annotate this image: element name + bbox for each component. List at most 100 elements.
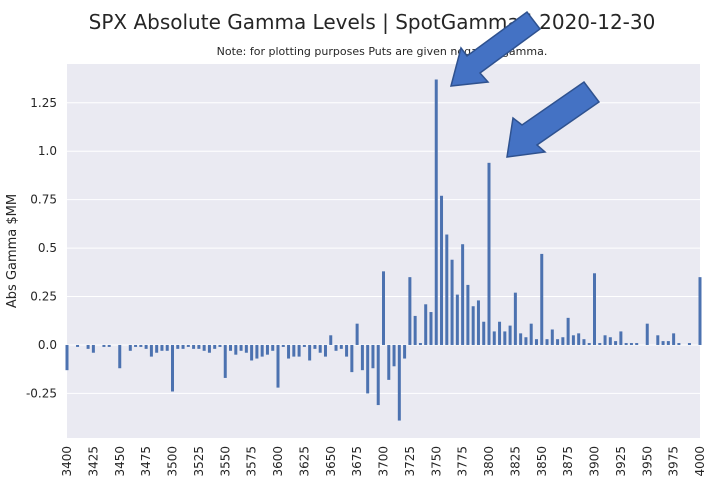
bar-4000	[698, 277, 702, 345]
bar-3700	[382, 271, 385, 345]
y-tick-label: 0.5	[38, 241, 57, 255]
x-tick-label: 3575	[245, 446, 259, 477]
bar-3880	[571, 335, 575, 345]
y-axis-ticks: -0.25 0.0 0.25 0.5 0.75 1.0 1.25	[26, 96, 57, 401]
bar-3640	[318, 344, 322, 353]
bar-3845	[534, 339, 538, 345]
bar-3440	[107, 344, 111, 347]
bar-3815	[503, 331, 507, 345]
arrow-icon	[449, 10, 542, 87]
x-tick-label: 3400	[60, 446, 74, 477]
bar-3490	[160, 344, 164, 351]
y-tick-label: 0.75	[30, 193, 57, 207]
bar-3755	[440, 195, 444, 345]
y-tick-label: 0.25	[30, 290, 57, 304]
x-tick-label: 3725	[403, 446, 417, 477]
bar-3685	[366, 344, 370, 394]
bar-3590	[265, 344, 269, 355]
bar-3760	[445, 234, 449, 345]
bar-3785	[471, 306, 475, 345]
bar-3505	[176, 344, 180, 349]
x-tick-label: 3900	[588, 446, 602, 477]
x-tick-label: 3950	[640, 446, 654, 477]
x-tick-label: 3925	[614, 446, 628, 477]
bar-3580	[255, 344, 259, 359]
bar-3655	[334, 344, 338, 351]
bar-3810	[498, 321, 502, 345]
x-tick-label: 3525	[192, 446, 206, 477]
bar-3710	[392, 344, 396, 367]
bar-3870	[561, 337, 565, 345]
bar-3730	[413, 315, 417, 345]
bar-3695	[376, 344, 380, 406]
bar-3560	[234, 344, 238, 355]
bar-3800	[487, 162, 491, 345]
bar-3690	[371, 344, 375, 369]
bar-3935	[629, 343, 633, 345]
bar-3675	[355, 323, 359, 345]
x-tick-label: 3650	[324, 446, 338, 477]
bar-3780	[466, 284, 470, 345]
bar-3910	[603, 335, 607, 345]
bar-3890	[582, 339, 586, 345]
bar-3795	[482, 321, 486, 345]
bar-3840	[529, 323, 533, 345]
bar-3650	[329, 335, 333, 345]
bar-3790	[476, 300, 480, 345]
bar-3420	[86, 344, 90, 349]
bar-3565	[239, 344, 243, 351]
bar-3470	[139, 344, 143, 347]
bar-3775	[461, 244, 465, 345]
x-tick-label: 3500	[166, 446, 180, 477]
bar-3770	[455, 294, 459, 345]
bar-3940	[635, 343, 639, 345]
x-tick-label: 3700	[377, 446, 391, 477]
bar-3460	[128, 344, 132, 351]
bar-3950	[645, 323, 649, 345]
bar-3585	[260, 344, 264, 357]
arrow-icon	[506, 80, 601, 158]
bar-3875	[566, 317, 570, 345]
bar-3820	[508, 325, 512, 345]
bar-3805	[492, 331, 496, 345]
x-tick-label: 3450	[113, 446, 127, 477]
bar-3765	[450, 259, 454, 345]
x-tick-label: 3475	[139, 446, 153, 477]
bar-3885	[577, 333, 581, 345]
bar-3865	[556, 339, 560, 345]
bar-3855	[545, 339, 549, 345]
bar-3540	[213, 344, 217, 349]
bar-3830	[519, 333, 523, 345]
x-tick-label: 3425	[86, 446, 100, 477]
y-tick-label: 0.0	[38, 338, 57, 352]
bar-3905	[598, 343, 602, 345]
bar-3510	[181, 344, 185, 349]
plot-area	[67, 64, 700, 438]
x-tick-label: 3825	[508, 446, 522, 477]
bar-3990	[687, 343, 691, 345]
bar-3400	[65, 344, 69, 371]
y-tick-label: 1.25	[30, 96, 57, 110]
bar-3465	[134, 344, 138, 347]
bar-3960	[656, 335, 660, 345]
bar-3520	[192, 344, 196, 349]
bar-3975	[672, 333, 676, 345]
x-tick-label: 3775	[456, 446, 470, 477]
bar-3595	[271, 344, 275, 351]
x-tick-label: 4000	[693, 446, 705, 477]
bar-3925	[619, 331, 623, 345]
bar-3895	[587, 343, 591, 345]
bar-3680	[360, 344, 364, 371]
bar-3745	[429, 312, 433, 345]
x-tick-label: 3975	[667, 446, 681, 477]
bar-3570	[244, 344, 248, 353]
bar-3425	[91, 344, 95, 353]
bar-3600	[276, 344, 280, 388]
x-tick-label: 3875	[561, 446, 575, 477]
y-tick-label: -0.25	[26, 386, 57, 400]
bar-3920	[614, 341, 618, 345]
bar-3410	[76, 344, 80, 347]
bar-3495	[165, 344, 169, 351]
bar-3480	[149, 344, 153, 357]
